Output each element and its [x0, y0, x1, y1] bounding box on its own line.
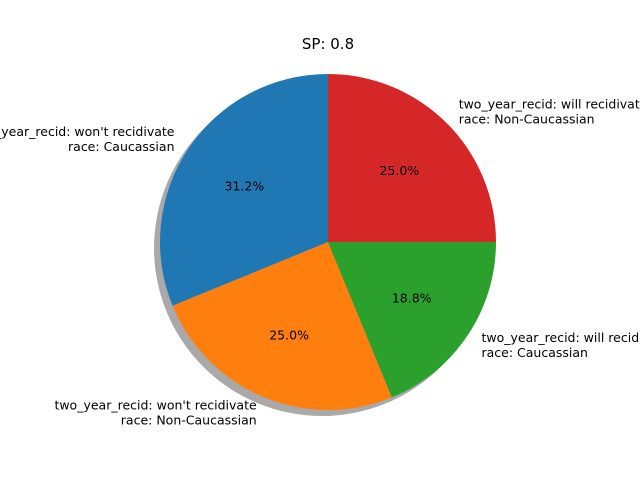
- pie-percent-label-3: 25.0%: [379, 163, 419, 178]
- pie-slice-3: [328, 74, 496, 242]
- pie-slice-label-line: two_year_recid: won't recidivate: [54, 398, 257, 413]
- pie-slice-label-1: two_year_recid: won't recidivate race: No…: [54, 398, 257, 428]
- pie-slice-label-line: race: Non-Caucassian: [121, 413, 257, 428]
- pie-percent-label-2: 18.8%: [392, 291, 432, 306]
- pie-slice-label-line: two_year_recid: won't recidivate: [0, 124, 175, 139]
- pie-slice-label-line: race: Caucassian: [482, 345, 588, 360]
- pie-slice-label-line: two_year_recid: will recidivate: [482, 330, 640, 345]
- pie-slice-1: [172, 242, 392, 410]
- chart-title: SP: 0.8: [302, 35, 354, 53]
- pie-percent-labels: 31.2% 25.0% 18.8% 25.0%: [224, 163, 431, 342]
- pie-slices: [160, 74, 496, 410]
- pie-percent-label-0: 31.2%: [224, 178, 264, 193]
- pie-slice-label-line: race: Caucassian: [68, 139, 174, 154]
- pie-slice-label-line: race: Non-Caucassian: [459, 111, 595, 126]
- pie-slice-2: [328, 242, 496, 398]
- pie-slice-label-line: two_year_recid: will recidivate: [459, 96, 640, 111]
- pie-slice-label-3: two_year_recid: will recidivate race: Non…: [459, 96, 640, 126]
- pie-percent-label-1: 25.0%: [269, 328, 309, 343]
- pie-slice-0: [160, 74, 328, 306]
